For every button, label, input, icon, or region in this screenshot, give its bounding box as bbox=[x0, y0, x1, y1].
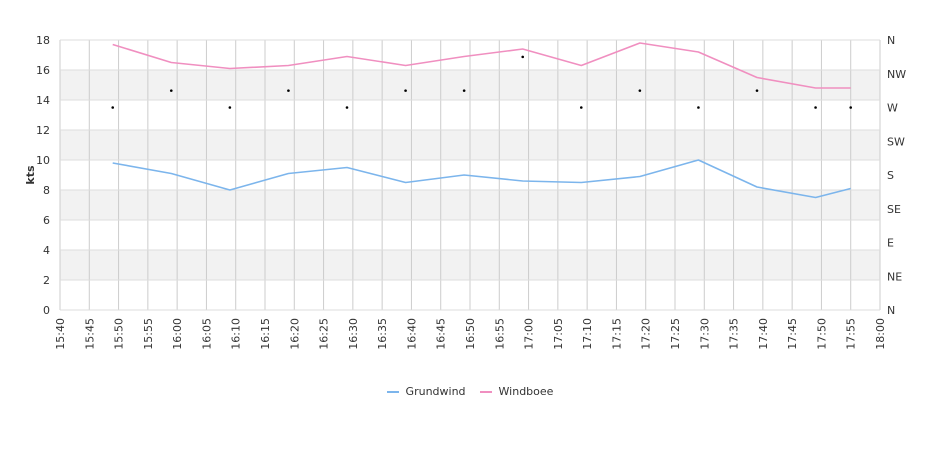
direction-point bbox=[521, 55, 525, 59]
x-tick-label: 16:35 bbox=[376, 318, 389, 350]
y-tick-label: 0 bbox=[43, 304, 50, 317]
direction-point bbox=[814, 106, 817, 109]
legend-item-windboee[interactable]: Windboee bbox=[479, 385, 554, 398]
direction-point bbox=[755, 89, 759, 92]
y-axis-title: kts bbox=[24, 165, 37, 185]
x-tick-label: 16:20 bbox=[288, 318, 301, 350]
x-tick-label: 15:50 bbox=[113, 318, 126, 350]
x-tick-label: 15:40 bbox=[54, 318, 67, 350]
legend-label-grundwind: Grundwind bbox=[405, 385, 466, 398]
right-tick-label: S bbox=[887, 169, 894, 182]
y-tick-label: 16 bbox=[36, 64, 50, 77]
y-tick-label: 18 bbox=[36, 34, 50, 47]
direction-point bbox=[697, 106, 700, 109]
x-tick-label: 16:05 bbox=[200, 318, 213, 350]
x-tick-label: 16:00 bbox=[171, 318, 184, 350]
x-tick-label: 17:25 bbox=[669, 318, 682, 350]
x-tick-label: 16:40 bbox=[405, 318, 418, 350]
right-tick-label: E bbox=[887, 237, 894, 250]
x-tick-label: 16:45 bbox=[435, 318, 448, 350]
direction-point bbox=[462, 89, 466, 92]
x-tick-label: 16:30 bbox=[347, 318, 360, 350]
left-axis-ticks: 0 2 4 6 8 10 12 14 16 18 bbox=[36, 34, 50, 317]
right-tick-label: NE bbox=[887, 270, 902, 283]
right-tick-label: NW bbox=[887, 68, 906, 81]
direction-point bbox=[579, 106, 583, 109]
y-tick-label: 4 bbox=[43, 244, 50, 257]
y-tick-label: 6 bbox=[43, 214, 50, 227]
right-axis-ticks: N NE E SE S SW W NW N bbox=[887, 34, 906, 317]
direction-point bbox=[169, 89, 173, 92]
x-tick-label: 16:55 bbox=[493, 318, 506, 350]
right-tick-label: N bbox=[887, 34, 895, 47]
series-lines bbox=[112, 42, 851, 199]
y-tick-label: 2 bbox=[43, 274, 50, 287]
direction-markers bbox=[111, 55, 853, 109]
legend-swatch-grundwind bbox=[386, 390, 399, 393]
x-tick-label: 16:15 bbox=[259, 318, 272, 350]
legend-item-grundwind[interactable]: Grundwind bbox=[386, 385, 466, 398]
direction-point bbox=[404, 89, 407, 92]
y-tick-label: 8 bbox=[43, 184, 50, 197]
right-tick-label: W bbox=[887, 102, 898, 115]
right-tick-label: SW bbox=[887, 135, 905, 148]
x-tick-label: 17:05 bbox=[552, 318, 565, 350]
right-tick-label: N bbox=[887, 304, 895, 317]
horizontal-gridlines bbox=[60, 39, 880, 311]
x-tick-label: 16:25 bbox=[318, 318, 331, 350]
y-tick-label: 14 bbox=[36, 94, 50, 107]
legend-swatch-windboee bbox=[479, 390, 492, 393]
direction-point bbox=[111, 106, 115, 109]
x-tick-label: 16:50 bbox=[464, 318, 477, 350]
x-tick-label: 17:50 bbox=[815, 318, 828, 350]
direction-point bbox=[638, 89, 642, 92]
vertical-gridlines bbox=[59, 40, 881, 310]
x-tick-label: 17:45 bbox=[786, 318, 799, 350]
series-line-grundwind bbox=[112, 159, 851, 199]
x-tick-label: 16:10 bbox=[230, 318, 243, 350]
x-tick-label: 17:55 bbox=[845, 318, 858, 350]
x-tick-label: 17:00 bbox=[523, 318, 536, 350]
legend: Grundwind Windboee bbox=[0, 385, 940, 398]
x-tick-label: 17:10 bbox=[581, 318, 594, 350]
direction-point bbox=[228, 106, 232, 109]
x-tick-label: 17:35 bbox=[728, 318, 741, 350]
direction-point bbox=[287, 89, 290, 92]
y-tick-label: 12 bbox=[36, 124, 50, 137]
legend-label-windboee: Windboee bbox=[498, 385, 554, 398]
right-tick-label: SE bbox=[887, 203, 901, 216]
y-tick-label: 10 bbox=[36, 154, 50, 167]
x-tick-label: 17:30 bbox=[698, 318, 711, 350]
x-tick-label: 15:55 bbox=[142, 318, 155, 350]
x-tick-label: 18:00 bbox=[874, 318, 887, 350]
direction-point bbox=[849, 106, 853, 109]
x-tick-label: 17:15 bbox=[610, 318, 623, 350]
x-tick-label: 17:40 bbox=[757, 318, 770, 350]
series-line-windboee bbox=[112, 42, 851, 89]
x-tick-label: 15:45 bbox=[83, 318, 96, 350]
direction-point bbox=[345, 106, 349, 109]
x-axis-ticks: 15:40 15:45 15:50 15:55 16:00 16:05 16:10 16:15… bbox=[54, 318, 887, 350]
x-tick-label: 17:20 bbox=[640, 318, 653, 350]
